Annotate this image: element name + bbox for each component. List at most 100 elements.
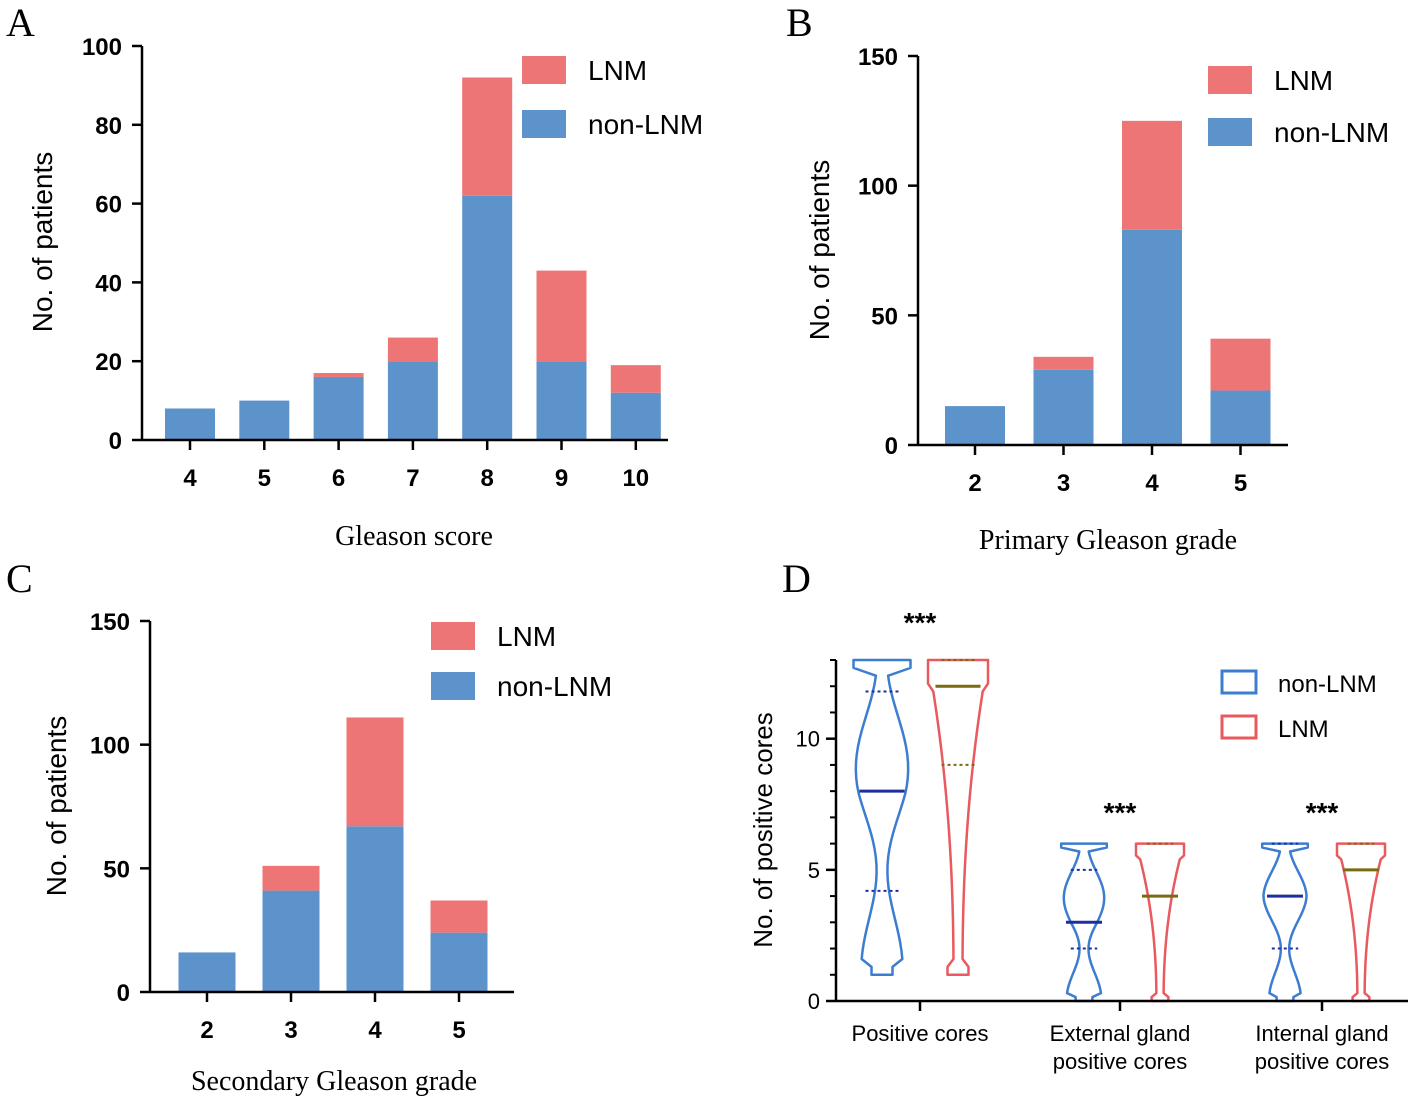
panel-c-y-tick-label: 150: [90, 609, 130, 636]
panel-c-bar-lnm: [262, 865, 320, 891]
panel-a-bar-lnm: [387, 337, 438, 362]
panel-b-y-axis-label: No. of patients: [804, 160, 835, 341]
panel-b-x-tick-label: 4: [1145, 470, 1159, 497]
panel-d-y-tick-label: 10: [796, 727, 820, 752]
panel-a-x-tick-label: 8: [481, 465, 494, 492]
panel-a-bar-lnm: [462, 77, 513, 196]
panel-a-bar-non-lnm: [536, 361, 587, 440]
panel-a-bar-non-lnm: [610, 392, 661, 440]
panel-d-violin-non-lnm: [852, 658, 912, 977]
panel-c-y-tick-label: 50: [103, 856, 130, 883]
panel-b-bar-non-lnm: [945, 406, 1005, 445]
panel-c-legend-swatch-non-lnm: [431, 672, 475, 700]
panel-b-bar-non-lnm: [1122, 229, 1182, 445]
panel-d-violin-lnm: [926, 658, 990, 977]
panel-c-y-tick-label: 100: [90, 733, 130, 760]
panel-d-legend-label-non-lnm: non-LNM: [1278, 671, 1377, 698]
panel-d-violin-lnm: [1134, 842, 1186, 1003]
panel-a-bar-non-lnm: [387, 361, 438, 440]
panel-d-y-tick-label: 0: [808, 989, 820, 1014]
panel-a-y-tick-label: 20: [95, 349, 122, 376]
panel-c-y-axis-label: No. of patients: [41, 716, 72, 897]
panel-c-x-tick-label: 5: [452, 1017, 465, 1044]
panel-b-y-tick-label: 150: [858, 44, 898, 71]
panel-b-bar-lnm: [1122, 120, 1182, 230]
panel-d-legend-label-lnm: LNM: [1278, 716, 1329, 743]
panel-c-x-tick-label: 4: [368, 1017, 382, 1044]
panel-a-y-tick-label: 40: [95, 270, 122, 297]
panel-a-y-tick-label: 100: [82, 34, 122, 61]
panel-a-y-tick-label: 0: [109, 428, 122, 455]
panel-a-y-tick-label: 80: [95, 113, 122, 140]
panel-a-legend-swatch-non-lnm: [522, 110, 566, 138]
panel-letter-b: B: [786, 0, 813, 45]
panel-c-x-axis-label: Secondary Gleason grade: [191, 1066, 477, 1097]
panel-d-significance-marker: ***: [1306, 797, 1339, 828]
panel-a-x-tick-label: 10: [622, 465, 649, 492]
panel-d-category-label: Positive cores: [852, 1021, 989, 1046]
panel-c-bar-lnm: [346, 717, 404, 827]
panel-b-legend-swatch-lnm: [1208, 66, 1252, 94]
panel-b-legend-label-lnm: LNM: [1274, 65, 1333, 96]
panel-c-legend-label-lnm: LNM: [497, 621, 556, 652]
panel-d-category-label: positive cores: [1053, 1049, 1188, 1074]
panel-a-bar-non-lnm: [239, 400, 290, 440]
panel-c-x-tick-label: 3: [284, 1017, 297, 1044]
panel-b-y-tick-label: 50: [871, 303, 898, 330]
panel-b-legend-label-non-lnm: non-LNM: [1274, 117, 1389, 148]
panel-d-category-label: Internal gland: [1255, 1021, 1388, 1046]
panel-a-y-tick-label: 60: [95, 192, 122, 219]
panel-c-bar-non-lnm: [346, 826, 404, 992]
panel-c-y-tick-label: 0: [117, 980, 130, 1007]
panel-a-x-tick-label: 6: [332, 465, 345, 492]
panel-a-bar-non-lnm: [165, 408, 215, 440]
panel-b-bar-lnm: [1033, 356, 1094, 370]
panel-a-legend-label-lnm: LNM: [588, 55, 647, 86]
panel-a-x-axis-label: Gleason score: [335, 521, 493, 552]
panel-d-y-tick-label: 5: [808, 858, 820, 883]
panel-b-legend-swatch-non-lnm: [1208, 118, 1252, 146]
panel-a-x-tick-label: 7: [406, 465, 419, 492]
panel-d-legend-swatch-non-lnm: [1220, 669, 1258, 695]
panel-a-bar-lnm: [536, 270, 587, 362]
panel-d-y-axis-label: No. of positive cores: [748, 712, 778, 948]
panel-b-y-tick-label: 100: [858, 174, 898, 201]
panel-d-significance-marker: ***: [1104, 797, 1137, 828]
panel-d-category-label: positive cores: [1255, 1049, 1390, 1074]
panel-d-violin-non-lnm: [1260, 842, 1310, 1003]
panel-a-bar-lnm: [610, 365, 661, 393]
panel-d-category-label: External gland: [1050, 1021, 1191, 1046]
panel-a-legend-swatch-lnm: [522, 56, 566, 84]
panel-b-x-tick-label: 3: [1057, 470, 1070, 497]
panel-letter-d: D: [782, 556, 811, 601]
panel-c-bar-non-lnm: [262, 890, 320, 992]
panel-a-legend-label-non-lnm: non-LNM: [588, 109, 703, 140]
panel-c-bar-non-lnm: [178, 952, 236, 992]
panel-a-y-axis-label: No. of patients: [27, 152, 58, 333]
panel-a-x-tick-label: 4: [183, 465, 197, 492]
panel-c-legend-swatch-lnm: [431, 622, 475, 650]
panel-c-bar-lnm: [430, 900, 488, 933]
panel-b-x-axis-label: Primary Gleason grade: [979, 525, 1237, 556]
panel-letter-c: C: [6, 556, 33, 601]
panel-d-chart: 0 5 10 Positive cores *** External gland posit…: [748, 607, 1408, 1074]
panel-b-y-tick-label: 0: [885, 433, 898, 460]
panel-c-bar-non-lnm: [430, 932, 488, 992]
panel-b-bar-lnm: [1210, 338, 1271, 391]
panel-a-x-tick-label: 5: [258, 465, 271, 492]
panel-d-violin-non-lnm: [1059, 842, 1109, 1003]
panel-a-bar-non-lnm: [313, 376, 364, 440]
panel-a-bar-lnm: [313, 373, 364, 377]
panel-c-x-tick-label: 2: [200, 1017, 213, 1044]
panel-c-legend-label-non-lnm: non-LNM: [497, 671, 612, 702]
panel-b-x-tick-label: 2: [968, 470, 981, 497]
panel-d-legend-swatch-lnm: [1220, 714, 1258, 740]
panel-d-significance-marker: ***: [904, 607, 937, 638]
panel-a-x-tick-label: 9: [555, 465, 568, 492]
panel-b-bar-non-lnm: [1033, 369, 1094, 445]
panel-b-x-tick-label: 5: [1234, 470, 1247, 497]
